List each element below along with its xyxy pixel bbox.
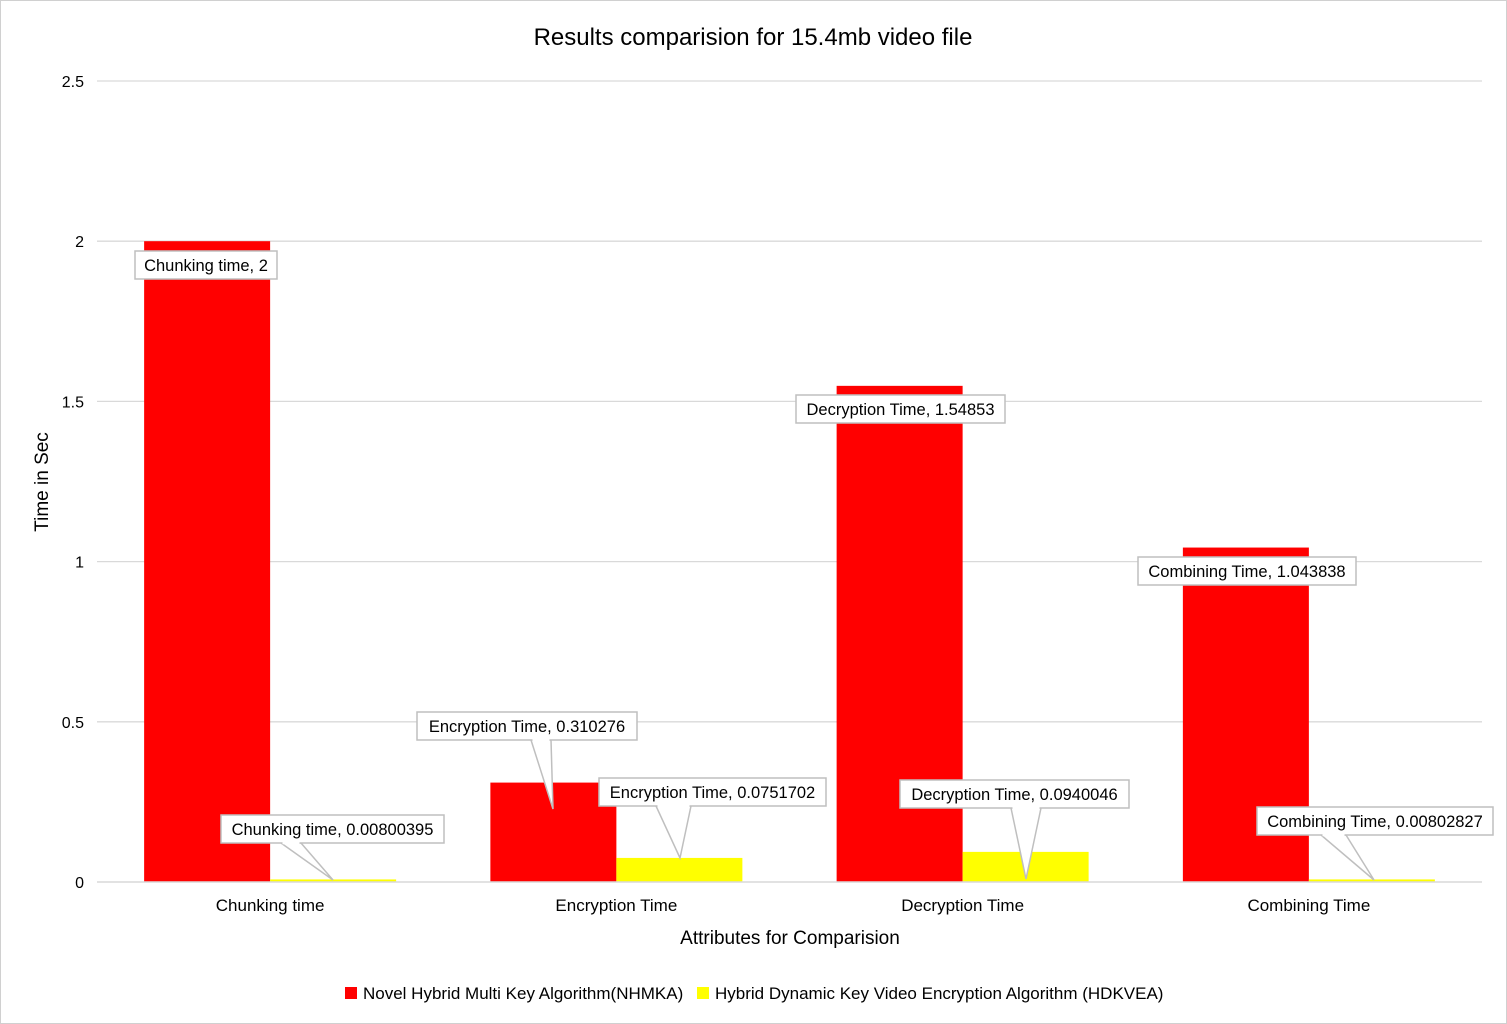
bar-hdkvea-1	[270, 879, 397, 882]
data-label: Chunking time, 0.00800395	[220, 814, 445, 881]
y-tick-label: 0	[75, 875, 84, 892]
callout-pointer	[278, 842, 334, 881]
data-label-text: Encryption Time, 0.310276	[429, 718, 625, 736]
data-label: Encryption Time, 0.0751702	[598, 777, 827, 861]
callout-box	[1256, 806, 1494, 836]
x-category-label: Decryption Time	[901, 896, 1024, 915]
bar-hdkvea-2	[616, 857, 743, 882]
data-label-text: Combining Time, 0.00802827	[1267, 813, 1483, 831]
bar-hdkvea-4	[1308, 879, 1435, 882]
y-tick-label: 0.5	[62, 715, 84, 732]
data-label: Chunking time, 2	[134, 250, 278, 280]
legend-swatch	[345, 987, 357, 999]
y-axis-ticks: 0 0.5 1 1.5 2 2.5	[62, 74, 84, 892]
data-label-text: Combining Time, 1.043838	[1148, 563, 1345, 581]
legend: Novel Hybrid Multi Key Algorithm(NHMKA) H…	[345, 984, 1163, 1003]
callout-box	[795, 394, 1006, 424]
data-labels: Chunking time, 2 Encryption Time, 0.31027…	[134, 250, 1494, 881]
legend-label: Novel Hybrid Multi Key Algorithm(NHMKA)	[363, 984, 683, 1003]
callout-box	[899, 779, 1130, 809]
legend-item: Hybrid Dynamic Key Video Encryption Algo…	[697, 984, 1163, 1003]
callout-box	[220, 814, 445, 844]
data-label-text: Decryption Time, 1.54853	[806, 401, 994, 419]
data-label-text: Chunking time, 0.00800395	[232, 821, 434, 839]
x-axis-category-labels: Chunking time Encryption Time Decryption T…	[216, 896, 1371, 915]
data-label-text: Encryption Time, 0.0751702	[610, 784, 815, 802]
bar-nhmka-1	[144, 241, 271, 882]
callout-pointer	[654, 805, 692, 861]
data-label: Decryption Time, 0.0940046	[899, 779, 1130, 880]
data-label: Combining Time, 0.00802827	[1256, 806, 1494, 881]
callout-box	[598, 777, 827, 807]
data-label-text: Decryption Time, 0.0940046	[911, 786, 1117, 804]
y-tick-label: 1.5	[62, 394, 84, 411]
data-label: Encryption Time, 0.310276	[416, 711, 638, 810]
y-tick-label: 2.5	[62, 74, 84, 91]
callout-box	[1137, 556, 1357, 586]
y-axis-title: Time in Sec	[32, 432, 53, 532]
x-category-label: Chunking time	[216, 896, 325, 915]
x-category-label: Combining Time	[1247, 896, 1370, 915]
data-label: Decryption Time, 1.54853	[795, 394, 1006, 424]
x-category-label: Encryption Time	[555, 896, 677, 915]
chart-title: Results comparision for 15.4mb video fil…	[534, 24, 973, 51]
legend-label: Hybrid Dynamic Key Video Encryption Algo…	[715, 984, 1163, 1003]
callout-box	[134, 250, 278, 280]
data-label-text: Chunking time, 2	[144, 257, 268, 275]
callout-box	[416, 711, 638, 741]
y-tick-label: 2	[75, 234, 84, 251]
callout-pointer	[1318, 834, 1375, 881]
data-label: Combining Time, 1.043838	[1137, 556, 1357, 586]
legend-item: Novel Hybrid Multi Key Algorithm(NHMKA)	[345, 984, 683, 1003]
y-tick-label: 1	[75, 555, 84, 572]
x-axis-title: Attributes for Comparision	[680, 928, 900, 949]
legend-swatch	[697, 987, 709, 999]
